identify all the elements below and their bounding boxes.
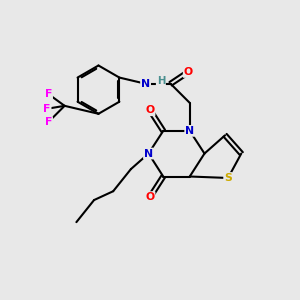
Text: N: N [144, 148, 153, 158]
Text: O: O [146, 192, 154, 202]
Text: N: N [141, 79, 150, 89]
Text: O: O [184, 67, 193, 77]
Text: S: S [224, 173, 232, 183]
Text: F: F [45, 117, 52, 127]
Text: F: F [43, 104, 51, 114]
Text: N: N [185, 126, 194, 136]
Text: H: H [157, 76, 165, 86]
Text: O: O [146, 105, 154, 115]
Text: F: F [45, 89, 52, 99]
